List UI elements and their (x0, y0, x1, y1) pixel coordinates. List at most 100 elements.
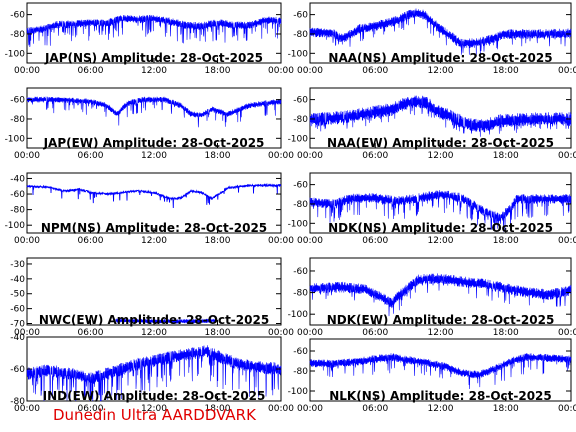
x-tick-label: 00:00 (14, 404, 40, 414)
x-tick-label: 00:00 (558, 404, 576, 414)
x-tick-label: 18:00 (493, 328, 519, 338)
x-tick-label: 00:00 (14, 236, 40, 246)
panel-title: NWC(EW) Amplitude: 28-Oct-2025 (39, 313, 269, 327)
amplitude-trace (26, 96, 282, 128)
y-tick-label: -100 (288, 310, 309, 320)
x-tick-label: 00:00 (558, 151, 576, 161)
x-tick-label: 00:00 (268, 236, 294, 246)
x-tick-label: 00:00 (297, 66, 323, 76)
y-tick-label: -60 (10, 365, 25, 375)
chart-panel-4: -40 -60 -80 -100 00:00 06:00 12:00 18:00 00:00NP… (5, 172, 294, 246)
y-tick-label: -60 (293, 267, 308, 277)
x-tick-label: 18:00 (205, 404, 231, 414)
y-tick-label: -100 (288, 134, 309, 144)
x-tick-label: 12:00 (141, 66, 167, 76)
amplitude-trace (26, 14, 282, 48)
x-tick-label: 06:00 (362, 328, 388, 338)
x-tick-label: 00:00 (297, 404, 323, 414)
x-tick-label: 00:00 (268, 66, 294, 76)
y-tick-label: -40 (10, 275, 25, 285)
x-tick-label: 12:00 (141, 151, 167, 161)
amplitude-trace (309, 95, 572, 137)
y-tick-label: -80 (293, 367, 308, 377)
chart-panel-0: -60 -80 -100 00:00 06:00 12:00 18:00 00:00 JAP(N… (5, 2, 294, 76)
y-tick-label: -60 (10, 96, 25, 106)
x-tick-label: 18:00 (493, 236, 519, 246)
y-tick-label: -80 (293, 115, 308, 125)
y-tick-label: -60 (293, 96, 308, 106)
chart-panel-1: -60 -80 -100 00:00 06:00 12:00 18:00 00:00 NAA(N… (288, 2, 576, 76)
x-tick-label: 00:00 (14, 66, 40, 76)
x-tick-label: 12:00 (428, 151, 454, 161)
amplitude-trace (309, 8, 572, 57)
y-tick-label: -60 (293, 347, 308, 357)
x-tick-label: 06:00 (362, 151, 388, 161)
panel-title: IND(EW) Amplitude: 28-Oct-2025 (43, 389, 266, 403)
y-tick-label: -50 (10, 290, 25, 300)
footer-caption: Dunedin Ultra AARDDVARK (53, 406, 256, 424)
x-tick-label: 00:00 (14, 328, 40, 338)
amplitude-trace (26, 182, 282, 209)
panel-title: NPM(NS) Amplitude: 28-Oct-2025 (41, 221, 267, 235)
x-tick-label: 06:00 (78, 236, 104, 246)
chart-panel-9: -60 -80 -100 00:00 06:00 12:00 18:00 00:00 NLK(N… (288, 338, 576, 414)
x-tick-label: 12:00 (428, 236, 454, 246)
x-tick-label: 12:00 (141, 328, 167, 338)
y-tick-label: -70 (10, 320, 25, 330)
y-tick-label: -100 (288, 49, 309, 59)
x-tick-label: 18:00 (493, 404, 519, 414)
x-tick-label: 12:00 (141, 236, 167, 246)
x-tick-label: 06:00 (78, 66, 104, 76)
x-tick-label: 06:00 (78, 404, 104, 414)
x-tick-label: 00:00 (297, 151, 323, 161)
x-tick-label: 18:00 (205, 151, 231, 161)
x-tick-label: 06:00 (362, 66, 388, 76)
y-tick-label: -100 (288, 387, 309, 397)
amplitude-trace (309, 273, 572, 317)
x-tick-label: 18:00 (493, 151, 519, 161)
panel-title: NDK(EW) Amplitude: 28-Oct-2025 (327, 313, 555, 327)
x-tick-label: 00:00 (297, 236, 323, 246)
x-tick-label: 12:00 (428, 328, 454, 338)
amplitude-trace (309, 190, 572, 232)
amplitude-trace (309, 353, 572, 390)
amplitude-trace (26, 345, 282, 402)
y-tick-label: -80 (10, 397, 25, 407)
y-tick-label: -60 (10, 305, 25, 315)
x-tick-label: 00:00 (297, 328, 323, 338)
y-tick-label: -60 (293, 181, 308, 191)
y-tick-label: -100 (5, 49, 26, 59)
y-tick-label: -80 (10, 30, 25, 40)
y-tick-label: -30 (10, 260, 25, 270)
panel-title: NAA(EW) Amplitude: 28-Oct-2025 (327, 136, 554, 150)
x-tick-label: 06:00 (362, 404, 388, 414)
panel-title: NAA(NS) Amplitude: 28-Oct-2025 (328, 51, 552, 65)
y-tick-label: -80 (293, 200, 308, 210)
chart-panel-7: -60-80-10000:0006:0012:0018:0000:00NDK(E… (288, 257, 576, 338)
chart-panel-2: -60 -80 -100 00:00 06:00 12:00 18:00 00:00JAP(E… (5, 87, 294, 161)
x-tick-label: 12:00 (141, 404, 167, 414)
x-tick-label: 00:00 (268, 328, 294, 338)
y-tick-label: -100 (5, 134, 26, 144)
x-tick-label: 12:00 (428, 404, 454, 414)
x-tick-label: 18:00 (205, 66, 231, 76)
x-tick-label: 00:00 (558, 66, 576, 76)
panel-title: NLK(NS) Amplitude: 28-Oct-2025 (329, 389, 552, 403)
x-tick-label: 18:00 (205, 328, 231, 338)
x-tick-label: 00:00 (268, 151, 294, 161)
x-tick-label: 00:00 (558, 328, 576, 338)
panel-title: NDK(NS) Amplitude: 28-Oct-2025 (328, 221, 553, 235)
y-tick-label: -60 (293, 11, 308, 21)
x-tick-label: 06:00 (78, 328, 104, 338)
y-tick-label: -100 (288, 219, 309, 229)
y-tick-label: -80 (293, 30, 308, 40)
y-tick-label: -60 (10, 11, 25, 21)
chart-panel-5: -60 -80 -100 00:00 06:00 12:00 18:00 00:00 NDK(N… (288, 172, 576, 246)
y-tick-label: -80 (10, 115, 25, 125)
y-tick-label: -80 (10, 206, 25, 216)
x-tick-label: 18:00 (493, 66, 519, 76)
x-tick-label: 06:00 (362, 236, 388, 246)
x-tick-label: 00:00 (558, 236, 576, 246)
